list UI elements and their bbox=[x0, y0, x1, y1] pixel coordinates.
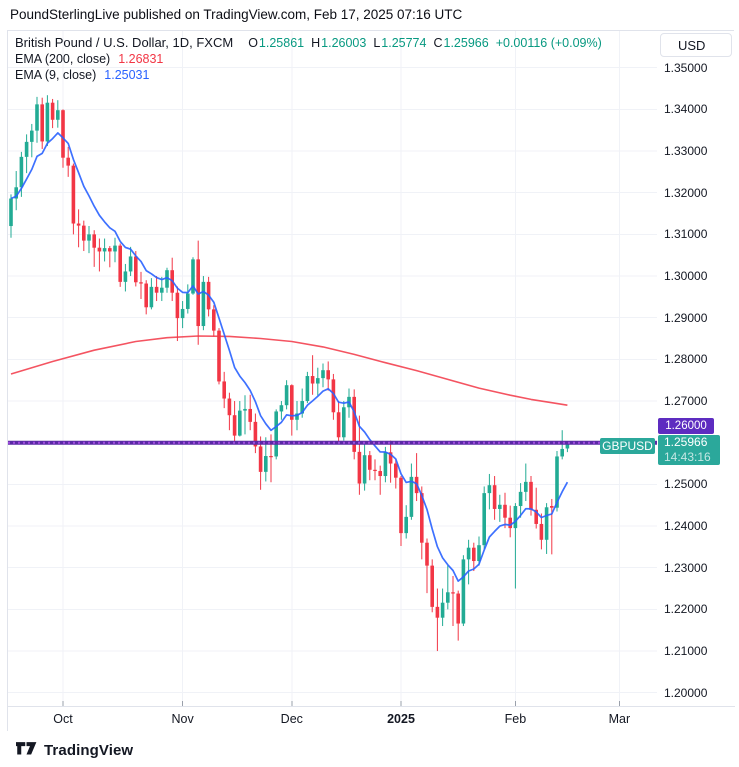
time-label-feb: Feb bbox=[504, 712, 527, 726]
legend-ema200-row: EMA (200, close) 1.26831 bbox=[15, 51, 602, 67]
low-value: 1.25774 bbox=[381, 36, 427, 50]
price-label: 1.31000 bbox=[664, 227, 708, 242]
open-key: O bbox=[248, 36, 258, 50]
bar-countdown: 14:43:16 bbox=[664, 450, 711, 464]
price-label: 1.21000 bbox=[664, 644, 708, 658]
ohlc-values: O1.25861 H1.26003 L1.25774 C1.25966 +0.00116… bbox=[241, 36, 602, 50]
tradingview-logo-icon bbox=[16, 742, 37, 755]
chart-card: British Pound / U.S. Dollar, 1D, FXCM O1.… bbox=[7, 30, 735, 732]
last-price-value: 1.25966 bbox=[664, 435, 708, 449]
price-label: 1.24000 bbox=[664, 519, 708, 533]
ema9-label: EMA (9, close) bbox=[15, 68, 97, 82]
symbol-title: British Pound / U.S. Dollar, 1D, FXCM bbox=[15, 35, 234, 50]
price-axis[interactable]: USD 1.35000 1.34000 1.33000 1.32000 1.31000 1… bbox=[657, 31, 735, 706]
tradingview-footer-link[interactable]: TradingView bbox=[16, 742, 133, 759]
price-label: 1.32000 bbox=[664, 185, 708, 200]
time-label-oct: Oct bbox=[53, 712, 73, 726]
price-label: 1.35000 bbox=[664, 60, 708, 75]
time-axis[interactable]: Oct Nov Dec 2025 Feb Mar bbox=[8, 706, 735, 732]
price-label: 1.23000 bbox=[664, 560, 708, 575]
time-label-2025: 2025 bbox=[387, 712, 415, 726]
candlestick-chart[interactable] bbox=[8, 31, 657, 706]
currency-button[interactable]: USD bbox=[660, 33, 732, 57]
change-value: +0.00116 (+0.09%) bbox=[495, 36, 602, 50]
price-label: 1.25000 bbox=[664, 477, 708, 492]
price-label: 1.28000 bbox=[664, 352, 708, 367]
time-label-dec: Dec bbox=[280, 712, 303, 726]
high-key: H bbox=[311, 36, 321, 50]
ema200-label: EMA (200, close) bbox=[15, 52, 111, 66]
price-label: 1.29000 bbox=[664, 310, 708, 325]
ema200-value: 1.26831 bbox=[118, 52, 164, 66]
close-key: C bbox=[433, 36, 443, 50]
time-label-nov: Nov bbox=[171, 712, 194, 726]
last-price-badge: 1.25966 14:43:16 bbox=[658, 435, 720, 465]
price-label: 1.33000 bbox=[664, 144, 708, 158]
attribution-text: PoundSterlingLive published on TradingVi… bbox=[10, 7, 463, 22]
price-label: 1.30000 bbox=[664, 269, 708, 283]
price-label: 1.20000 bbox=[664, 685, 708, 700]
legend-ema9-row: EMA (9, close) 1.25031 bbox=[15, 67, 602, 83]
price-label: 1.27000 bbox=[664, 394, 708, 408]
hline-symbol-label[interactable]: GBPUSD bbox=[600, 438, 655, 454]
close-value: 1.25966 bbox=[443, 36, 489, 50]
hline-price-badge: 1.26000 bbox=[658, 418, 714, 434]
price-label: 1.22000 bbox=[664, 602, 708, 617]
ema9-value: 1.25031 bbox=[104, 68, 150, 82]
chart-legend: British Pound / U.S. Dollar, 1D, FXCM O1.… bbox=[15, 35, 602, 83]
legend-symbol-row: British Pound / U.S. Dollar, 1D, FXCM O1.… bbox=[15, 35, 602, 51]
high-value: 1.26003 bbox=[321, 36, 367, 50]
price-label: 1.34000 bbox=[664, 102, 708, 117]
open-value: 1.25861 bbox=[258, 36, 305, 50]
tradingview-brand-text: TradingView bbox=[44, 742, 134, 759]
low-key: L bbox=[373, 36, 381, 50]
chart-plot-area[interactable]: British Pound / U.S. Dollar, 1D, FXCM O1.… bbox=[8, 31, 658, 706]
time-label-mar: Mar bbox=[608, 712, 631, 726]
